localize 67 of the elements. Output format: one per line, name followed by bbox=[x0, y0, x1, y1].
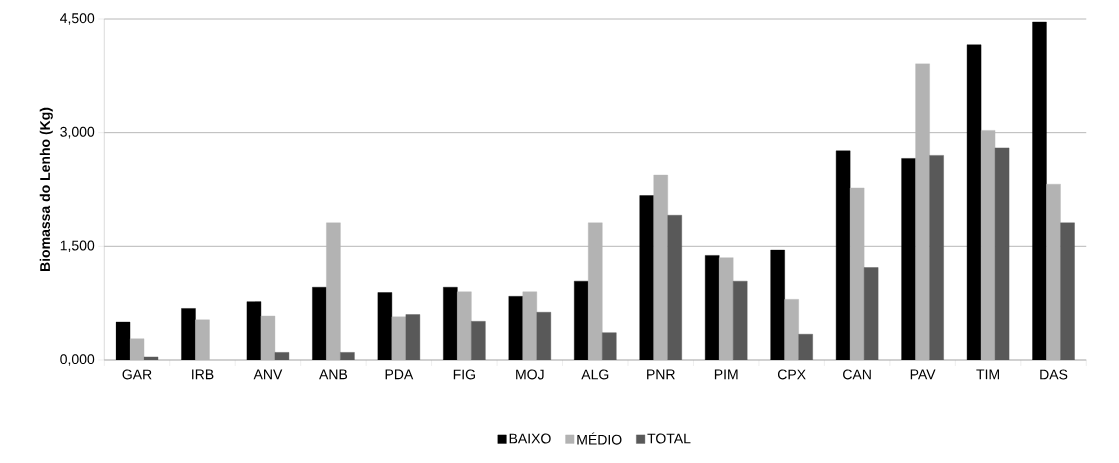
bar bbox=[994, 147, 1010, 360]
x-tick-label: PAV bbox=[910, 369, 936, 380]
bar bbox=[588, 222, 603, 360]
legend-label: TOTAL bbox=[647, 433, 691, 444]
bar bbox=[719, 257, 734, 360]
bar bbox=[1032, 21, 1047, 360]
bar bbox=[246, 301, 262, 360]
bar bbox=[340, 352, 355, 360]
bar bbox=[1060, 222, 1075, 360]
bar bbox=[115, 321, 131, 360]
bar bbox=[602, 332, 617, 360]
x-tick-label: CPX bbox=[777, 369, 806, 380]
y-tick-label: 3,000 bbox=[60, 126, 95, 139]
bar bbox=[457, 291, 472, 360]
x-tick-label: CAN bbox=[843, 369, 871, 380]
legend-label: MÉDIO bbox=[577, 432, 622, 445]
bar bbox=[653, 174, 668, 360]
bar bbox=[181, 308, 196, 360]
bar bbox=[863, 267, 879, 360]
x-tick-label: ALG bbox=[581, 369, 609, 380]
x-tick-label: PNR bbox=[647, 369, 675, 380]
bar bbox=[835, 150, 851, 360]
bar bbox=[733, 280, 748, 360]
bar bbox=[849, 187, 865, 360]
bar bbox=[929, 155, 944, 360]
bar bbox=[508, 296, 524, 360]
x-tick-label: PDA bbox=[385, 369, 414, 380]
bar bbox=[260, 315, 276, 360]
x-tick-label: ANB bbox=[319, 369, 348, 380]
bar bbox=[770, 249, 785, 360]
y-tick-label: 1,500 bbox=[60, 240, 95, 253]
bar bbox=[377, 292, 393, 360]
bar bbox=[274, 352, 290, 360]
bar bbox=[391, 316, 407, 360]
bar bbox=[966, 44, 982, 360]
bar bbox=[784, 299, 799, 360]
bar bbox=[143, 356, 159, 360]
x-tick-label: MOJ bbox=[516, 369, 544, 380]
x-tick-label: FIG bbox=[453, 369, 475, 380]
bar bbox=[915, 63, 930, 360]
y-tick-label: 4,500 bbox=[60, 13, 95, 25]
bar bbox=[798, 334, 813, 360]
bar bbox=[129, 338, 145, 360]
y-axis-title: Biomassa do Lenho (Kg) bbox=[39, 107, 53, 271]
bar bbox=[326, 222, 341, 360]
bar bbox=[536, 312, 552, 360]
x-tick-label: IRB bbox=[192, 369, 214, 380]
bar bbox=[443, 287, 458, 360]
bar bbox=[522, 291, 538, 360]
y-tick-label: 0,000 bbox=[60, 354, 95, 366]
legend-label: BAIXO bbox=[509, 433, 551, 444]
bar bbox=[195, 319, 210, 360]
bar bbox=[312, 287, 327, 360]
x-tick-label: DAS bbox=[1040, 369, 1068, 380]
bar bbox=[471, 321, 486, 360]
bar bbox=[980, 130, 996, 360]
x-tick-label: ANV bbox=[253, 369, 283, 380]
x-tick-label: GAR bbox=[122, 369, 152, 380]
bar bbox=[405, 314, 421, 360]
bar bbox=[667, 215, 682, 360]
bar bbox=[574, 280, 589, 360]
bar bbox=[901, 158, 916, 360]
x-tick-label: PIM bbox=[714, 369, 738, 380]
x-tick-label: TIM bbox=[976, 369, 999, 380]
bar bbox=[1046, 183, 1061, 360]
bar bbox=[705, 255, 720, 360]
bar bbox=[639, 195, 654, 360]
